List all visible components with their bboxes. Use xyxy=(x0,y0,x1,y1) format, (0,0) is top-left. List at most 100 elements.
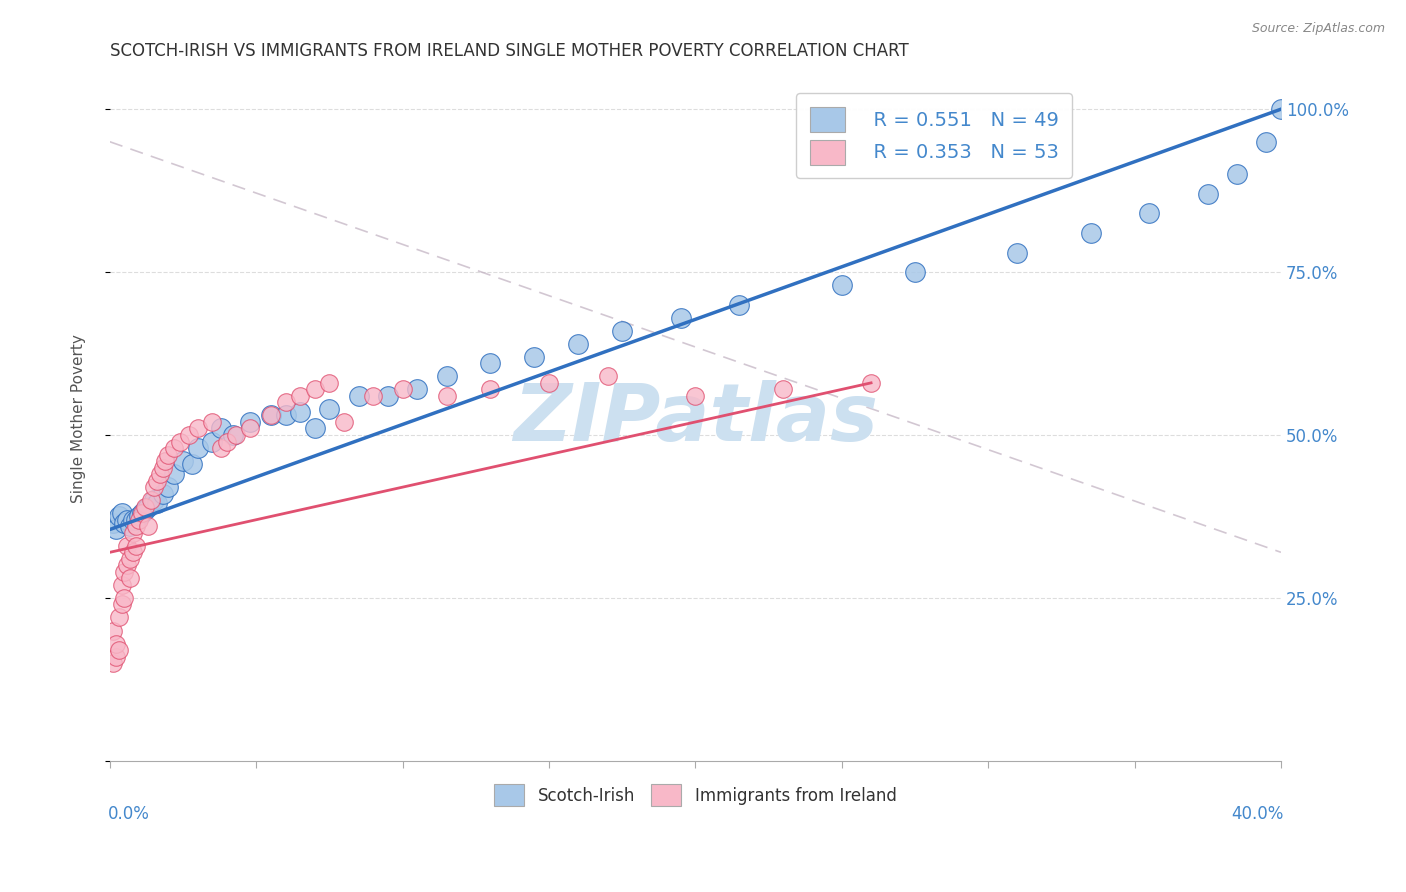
Point xyxy=(201,415,224,429)
Point xyxy=(436,369,458,384)
Point xyxy=(177,428,200,442)
Point xyxy=(120,571,142,585)
Point xyxy=(134,503,156,517)
Point xyxy=(669,310,692,325)
Point xyxy=(145,496,167,510)
Point xyxy=(152,460,174,475)
Point xyxy=(101,656,124,670)
Point xyxy=(145,474,167,488)
Point xyxy=(537,376,560,390)
Point xyxy=(101,516,124,530)
Point xyxy=(239,421,262,435)
Point xyxy=(169,434,191,449)
Point xyxy=(904,265,927,279)
Point xyxy=(728,298,751,312)
Point xyxy=(479,356,502,370)
Point xyxy=(239,415,262,429)
Point xyxy=(318,401,340,416)
Point xyxy=(110,578,132,592)
Point xyxy=(685,389,707,403)
Point xyxy=(136,500,159,514)
Point xyxy=(157,480,180,494)
Point xyxy=(1080,226,1102,240)
Point xyxy=(117,558,139,573)
Point xyxy=(104,523,127,537)
Point xyxy=(333,415,356,429)
Point xyxy=(304,383,326,397)
Point xyxy=(1270,102,1292,116)
Point xyxy=(772,383,794,397)
Point xyxy=(612,324,634,338)
Point xyxy=(107,509,129,524)
Point xyxy=(136,519,159,533)
Point xyxy=(142,480,165,494)
Point xyxy=(172,454,194,468)
Text: ZIPatlas: ZIPatlas xyxy=(513,380,877,458)
Point xyxy=(567,336,589,351)
Point xyxy=(157,448,180,462)
Point xyxy=(104,636,127,650)
Point xyxy=(131,506,153,520)
Point xyxy=(523,350,546,364)
Point xyxy=(318,376,340,390)
Point xyxy=(110,598,132,612)
Point xyxy=(104,649,127,664)
Point xyxy=(125,539,148,553)
Point xyxy=(122,545,145,559)
Text: 40.0%: 40.0% xyxy=(1230,805,1284,823)
Point xyxy=(110,506,132,520)
Point xyxy=(1137,206,1160,220)
Point xyxy=(114,565,136,579)
Point xyxy=(406,383,429,397)
Point xyxy=(163,467,186,482)
Point xyxy=(187,441,209,455)
Point xyxy=(125,513,148,527)
Point xyxy=(1226,167,1249,181)
Point xyxy=(347,389,370,403)
Point xyxy=(288,389,311,403)
Point xyxy=(128,513,150,527)
Point xyxy=(596,369,619,384)
Point xyxy=(260,409,283,423)
Point xyxy=(131,506,153,520)
Text: Source: ZipAtlas.com: Source: ZipAtlas.com xyxy=(1251,22,1385,36)
Point xyxy=(122,525,145,540)
Point xyxy=(101,624,124,638)
Point xyxy=(120,551,142,566)
Point xyxy=(209,441,232,455)
Point xyxy=(155,454,177,468)
Point xyxy=(201,434,224,449)
Point xyxy=(274,409,297,423)
Text: SCOTCH-IRISH VS IMMIGRANTS FROM IRELAND SINGLE MOTHER POVERTY CORRELATION CHART: SCOTCH-IRISH VS IMMIGRANTS FROM IRELAND … xyxy=(110,42,908,60)
Point xyxy=(120,519,142,533)
Point xyxy=(117,539,139,553)
Point xyxy=(860,376,883,390)
Point xyxy=(139,493,162,508)
Point xyxy=(274,395,297,409)
Point xyxy=(363,389,385,403)
Point xyxy=(180,458,202,472)
Point xyxy=(209,421,232,435)
Point xyxy=(114,591,136,605)
Point xyxy=(479,383,502,397)
Point xyxy=(125,519,148,533)
Point xyxy=(187,421,209,435)
Point xyxy=(134,500,156,514)
Point xyxy=(163,441,186,455)
Point xyxy=(831,278,853,293)
Point xyxy=(117,513,139,527)
Point xyxy=(288,405,311,419)
Point xyxy=(114,516,136,530)
Y-axis label: Single Mother Poverty: Single Mother Poverty xyxy=(72,334,86,503)
Text: 0.0%: 0.0% xyxy=(107,805,149,823)
Point xyxy=(107,643,129,657)
Point xyxy=(304,421,326,435)
Point xyxy=(391,383,413,397)
Point xyxy=(152,486,174,500)
Point xyxy=(149,467,172,482)
Point xyxy=(225,428,247,442)
Point xyxy=(1197,186,1219,201)
Point xyxy=(107,610,129,624)
Point xyxy=(1256,135,1278,149)
Point xyxy=(222,428,245,442)
